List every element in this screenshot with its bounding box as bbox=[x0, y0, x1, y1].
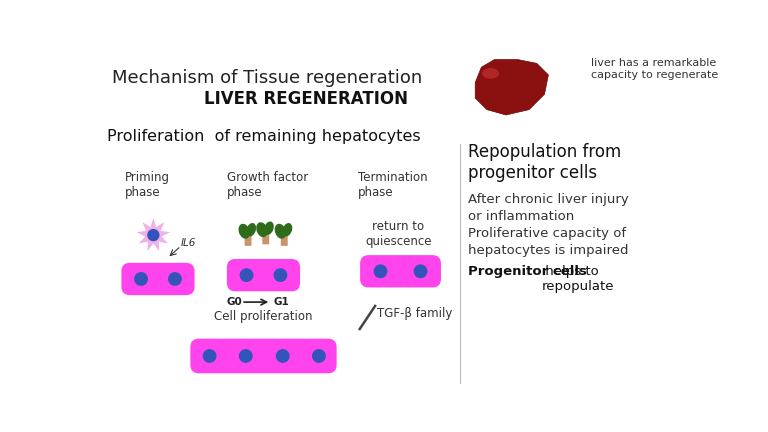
Text: G1: G1 bbox=[273, 297, 290, 307]
Text: Progenitor cells: Progenitor cells bbox=[468, 265, 587, 278]
Text: G0: G0 bbox=[227, 297, 242, 307]
FancyBboxPatch shape bbox=[281, 232, 288, 246]
Ellipse shape bbox=[264, 222, 274, 235]
Text: Cell proliferation: Cell proliferation bbox=[214, 310, 313, 323]
Ellipse shape bbox=[257, 222, 267, 237]
Ellipse shape bbox=[239, 349, 253, 363]
Ellipse shape bbox=[203, 349, 217, 363]
Ellipse shape bbox=[373, 264, 387, 278]
Polygon shape bbox=[475, 60, 548, 115]
Ellipse shape bbox=[283, 223, 293, 236]
FancyBboxPatch shape bbox=[190, 339, 336, 373]
Text: Priming
phase: Priming phase bbox=[125, 171, 170, 199]
Text: Growth factor
phase: Growth factor phase bbox=[227, 171, 309, 199]
Ellipse shape bbox=[273, 268, 287, 282]
Ellipse shape bbox=[247, 223, 256, 236]
Ellipse shape bbox=[275, 224, 286, 239]
Ellipse shape bbox=[147, 229, 160, 241]
Ellipse shape bbox=[414, 264, 428, 278]
Ellipse shape bbox=[134, 272, 148, 286]
FancyBboxPatch shape bbox=[121, 263, 194, 295]
FancyBboxPatch shape bbox=[244, 232, 252, 246]
Ellipse shape bbox=[482, 68, 499, 79]
FancyBboxPatch shape bbox=[227, 259, 300, 291]
Text: return to
quiescence: return to quiescence bbox=[365, 220, 432, 248]
Text: liver has a remarkable
capacity to regenerate: liver has a remarkable capacity to regen… bbox=[591, 58, 718, 79]
Ellipse shape bbox=[312, 349, 326, 363]
FancyBboxPatch shape bbox=[263, 231, 270, 245]
Text: Mechanism of Tissue regeneration: Mechanism of Tissue regeneration bbox=[112, 69, 422, 87]
Text: helps to
repopulate: helps to repopulate bbox=[541, 265, 614, 293]
Ellipse shape bbox=[240, 268, 253, 282]
Text: TGF-β family: TGF-β family bbox=[376, 307, 452, 320]
Text: LIVER REGENERATION: LIVER REGENERATION bbox=[204, 90, 408, 108]
Ellipse shape bbox=[276, 349, 290, 363]
Text: Proliferative capacity of
hepatocytes is impaired: Proliferative capacity of hepatocytes is… bbox=[468, 227, 628, 257]
Text: Termination
phase: Termination phase bbox=[358, 171, 428, 199]
Text: Proliferation  of remaining hepatocytes: Proliferation of remaining hepatocytes bbox=[108, 129, 421, 144]
Polygon shape bbox=[137, 218, 170, 251]
Ellipse shape bbox=[239, 224, 250, 239]
Text: After chronic liver injury
or inflammation: After chronic liver injury or inflammati… bbox=[468, 193, 628, 223]
Ellipse shape bbox=[168, 272, 182, 286]
FancyBboxPatch shape bbox=[360, 255, 441, 287]
Text: IL6: IL6 bbox=[180, 238, 196, 248]
Text: Repopulation from
progenitor cells: Repopulation from progenitor cells bbox=[468, 143, 621, 182]
